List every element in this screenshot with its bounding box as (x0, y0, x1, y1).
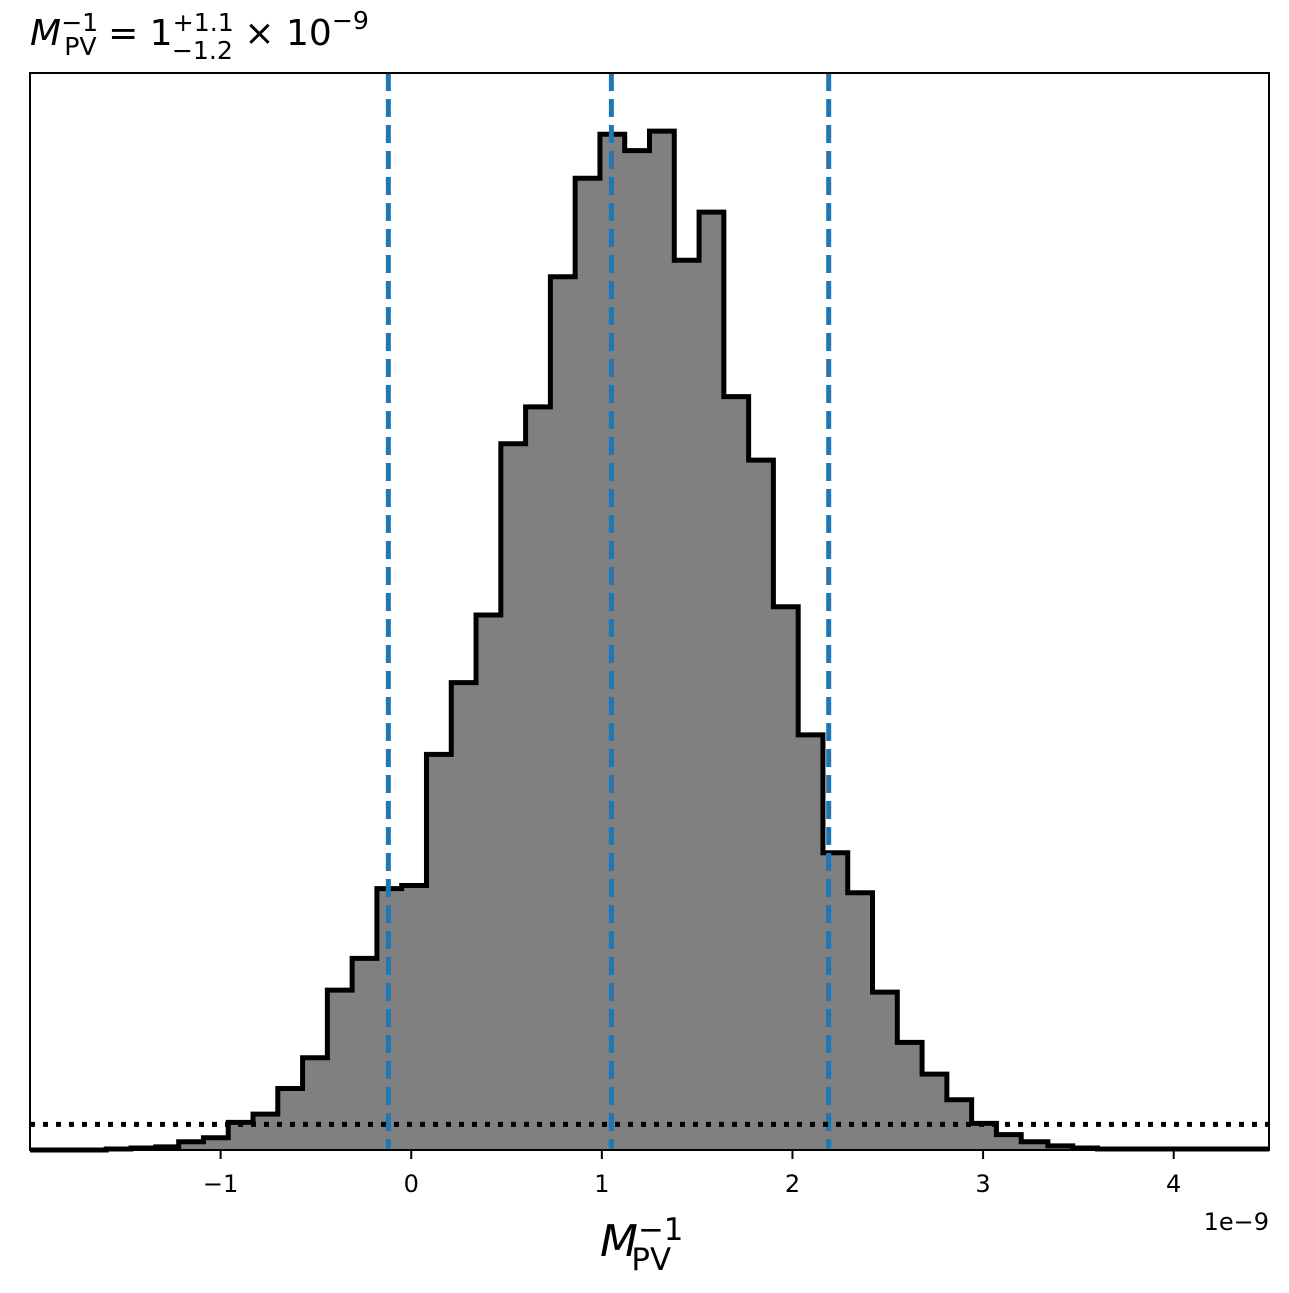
histogram-bar (401, 885, 427, 1150)
title-equals: = 1 (97, 13, 173, 54)
histogram-bar (624, 150, 650, 1150)
plot-area (29, 72, 1270, 1153)
x-tick-label: 2 (785, 1170, 800, 1198)
title-symbol-superscript: −1 (61, 8, 98, 37)
histogram-bar (178, 1141, 204, 1150)
histogram-bar (822, 852, 849, 1150)
histogram-bar (1021, 1141, 1049, 1150)
histogram-bar (847, 892, 874, 1150)
histogram-bar (203, 1137, 229, 1150)
quantile-lines (385, 73, 832, 1150)
axes-frame (29, 72, 1270, 1151)
title-times: × 10 (233, 13, 332, 54)
title-symbol: M (30, 13, 61, 54)
x-tick-label: 1 (594, 1170, 609, 1198)
x-axis-offset-label: 1e−9 (1204, 1208, 1269, 1236)
title-symbol-subscript: PV (64, 32, 97, 61)
histogram-bar (352, 958, 378, 1150)
histogram-bar (476, 614, 502, 1150)
histogram-bar (723, 396, 750, 1150)
histogram-bar (897, 1042, 923, 1150)
histogram-bar (599, 134, 626, 1151)
histogram-bar (500, 443, 527, 1150)
histogram-bar (971, 1123, 997, 1150)
x-axis-label-superscript: −1 (638, 1212, 683, 1248)
histogram-bar (922, 1074, 948, 1150)
histogram-bars (106, 131, 1270, 1151)
histogram-bar (550, 276, 576, 1150)
histogram-bar (253, 1114, 279, 1150)
histogram-bar (575, 178, 601, 1151)
x-tick-label: 3 (975, 1170, 990, 1198)
x-axis-ticks: −1 0 1 2 3 4 (203, 1150, 1181, 1198)
x-axis-label-subscript: PV (631, 1242, 671, 1278)
x-tick-label: 0 (404, 1170, 419, 1198)
x-axis-label: M−1 PV (600, 1212, 683, 1278)
histogram-bar (699, 212, 725, 1150)
histogram-bar (277, 1088, 304, 1150)
histogram-bar (649, 131, 675, 1150)
histogram-bar (525, 406, 551, 1150)
histogram-bar (451, 682, 477, 1150)
histogram-bar (748, 460, 774, 1150)
title-error-plus: +1.1 (173, 8, 234, 37)
x-tick-label: −1 (203, 1170, 238, 1198)
chart-title: M−1 PV = 1+1.1 −1.2 × 10−9 (30, 6, 369, 65)
histogram-bar (798, 734, 824, 1150)
title-exponent: −9 (332, 6, 369, 35)
histogram-bar (302, 1057, 328, 1150)
histogram-outline (30, 128, 1269, 1153)
title-error-minus: −1.2 (172, 36, 233, 65)
histogram-bar (996, 1134, 1022, 1150)
histogram-bar (426, 754, 452, 1150)
x-tick-label: 4 (1166, 1170, 1181, 1198)
histogram-bar (773, 606, 799, 1150)
x-axis-label-symbol: M (600, 1216, 638, 1267)
histogram-bar (674, 260, 700, 1150)
histogram-bar (228, 1122, 254, 1150)
